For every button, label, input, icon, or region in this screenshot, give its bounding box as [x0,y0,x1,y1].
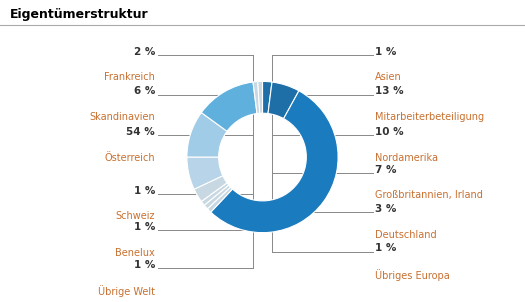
Text: 13 %: 13 % [375,86,404,96]
Text: Skandinavien: Skandinavien [89,112,155,122]
Text: 3 %: 3 % [375,204,397,214]
Text: 1 %: 1 % [375,47,397,57]
Wedge shape [262,82,272,114]
Wedge shape [202,183,229,205]
Text: 6 %: 6 % [133,86,155,96]
Text: 2 %: 2 % [133,47,155,57]
Wedge shape [187,113,227,157]
Text: Deutschland: Deutschland [375,230,437,239]
Wedge shape [268,82,299,119]
Text: Übriges Europa: Übriges Europa [375,269,450,281]
Wedge shape [204,185,230,209]
Text: Frankreich: Frankreich [104,72,155,82]
Text: 7 %: 7 % [375,165,397,175]
Text: Nordamerika: Nordamerika [375,153,438,162]
Text: Eigentümerstruktur: Eigentümerstruktur [9,8,148,21]
Wedge shape [253,82,260,114]
Text: Benelux: Benelux [115,248,155,258]
Text: 10 %: 10 % [375,127,404,137]
Text: 1 %: 1 % [133,186,155,196]
Wedge shape [258,82,262,113]
Wedge shape [187,157,223,189]
Wedge shape [211,91,338,233]
Text: Mitarbeiterbeteiligung: Mitarbeiterbeteiligung [375,112,485,122]
Text: 54 %: 54 % [126,127,155,137]
Text: Schweiz: Schweiz [116,211,155,221]
Text: Großbritannien, Irland: Großbritannien, Irland [375,190,483,200]
Wedge shape [202,82,257,131]
Text: 1 %: 1 % [133,222,155,232]
Text: 1 %: 1 % [133,260,155,270]
Text: Asien: Asien [375,72,402,82]
Wedge shape [207,187,233,212]
Text: Österreich: Österreich [104,153,155,162]
Text: 1 %: 1 % [375,243,397,253]
Wedge shape [194,176,227,201]
Text: Übrige Welt: Übrige Welt [98,285,155,297]
